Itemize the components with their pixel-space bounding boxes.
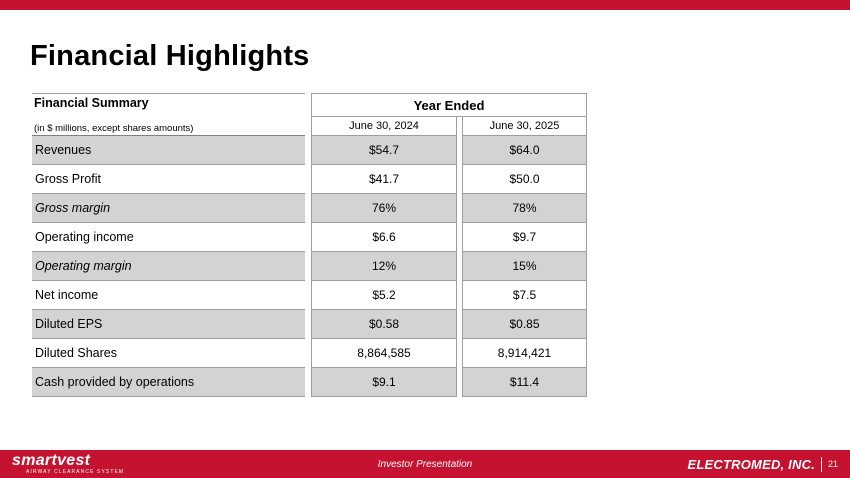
cell-gross-margin-2025: 78%: [462, 194, 587, 223]
cell-diluted-eps-2024: $0.58: [311, 310, 457, 339]
cell-gross-profit-2024: $41.7: [311, 165, 457, 194]
cell-net-income-2025: $7.5: [462, 281, 587, 310]
page-number-divider: [820, 456, 822, 472]
row-label-operating-income: Operating income: [32, 223, 305, 252]
footer-company-block: ELECTROMED, INC. 21: [687, 456, 838, 472]
row-label-gross-profit: Gross Profit: [32, 165, 305, 194]
cell-revenues-2025: $64.0: [462, 136, 587, 165]
cell-operating-income-2024: $6.6: [311, 223, 457, 252]
row-label-gross-margin: Gross margin: [32, 194, 305, 223]
footer-bar: smartvest AIRWAY CLEARANCE SYSTEM Invest…: [0, 450, 850, 478]
smartvest-logo-tagline: AIRWAY CLEARANCE SYSTEM: [26, 469, 125, 475]
row-label-diluted-eps: Diluted EPS: [32, 310, 305, 339]
row-label-diluted-shares: Diluted Shares: [32, 339, 305, 368]
year-ended-group-header: Year Ended: [311, 93, 587, 117]
column-2025: June 30, 2025 $64.0 $50.0 78% $9.7 15% $…: [462, 117, 587, 397]
smartvest-logo-text: smartvest: [12, 452, 91, 469]
row-label-revenues: Revenues: [32, 136, 305, 165]
cell-diluted-shares-2025: 8,914,421: [462, 339, 587, 368]
cell-cash-operations-2025: $11.4: [462, 368, 587, 397]
table-title: Financial Summary: [34, 96, 149, 110]
company-name: ELECTROMED, INC.: [687, 456, 815, 472]
table-data-columns: Year Ended June 30, 2024 $54.7 $41.7 76%…: [311, 93, 587, 397]
cell-diluted-eps-2025: $0.85: [462, 310, 587, 339]
row-label-net-income: Net income: [32, 281, 305, 310]
column-2024: June 30, 2024 $54.7 $41.7 76% $6.6 12% $…: [311, 117, 457, 397]
smartvest-logo: smartvest AIRWAY CLEARANCE SYSTEM: [12, 453, 124, 475]
column-header-2024: June 30, 2024: [311, 117, 457, 136]
row-label-operating-margin: Operating margin: [32, 252, 305, 281]
cell-diluted-shares-2024: 8,864,585: [311, 339, 457, 368]
row-label-cash-operations: Cash provided by operations: [32, 368, 305, 397]
column-header-2025: June 30, 2025: [462, 117, 587, 136]
footer-presentation-label: Investor Presentation: [377, 458, 473, 470]
cell-operating-margin-2025: 15%: [462, 252, 587, 281]
financial-summary-table: Financial Summary (in $ millions, except…: [32, 93, 587, 397]
cell-net-income-2024: $5.2: [311, 281, 457, 310]
cell-operating-margin-2024: 12%: [311, 252, 457, 281]
page-number: 21: [827, 459, 838, 469]
cell-gross-profit-2025: $50.0: [462, 165, 587, 194]
page-title: Financial Highlights: [30, 40, 310, 72]
top-accent-bar: [0, 0, 850, 10]
cell-cash-operations-2024: $9.1: [311, 368, 457, 397]
table-label-column: Financial Summary (in $ millions, except…: [32, 93, 305, 397]
year-columns: June 30, 2024 $54.7 $41.7 76% $6.6 12% $…: [311, 117, 587, 397]
cell-operating-income-2025: $9.7: [462, 223, 587, 252]
table-subtitle: (in $ millions, except shares amounts): [34, 123, 194, 134]
table-header-left: Financial Summary (in $ millions, except…: [32, 93, 305, 136]
cell-gross-margin-2024: 76%: [311, 194, 457, 223]
cell-revenues-2024: $54.7: [311, 136, 457, 165]
